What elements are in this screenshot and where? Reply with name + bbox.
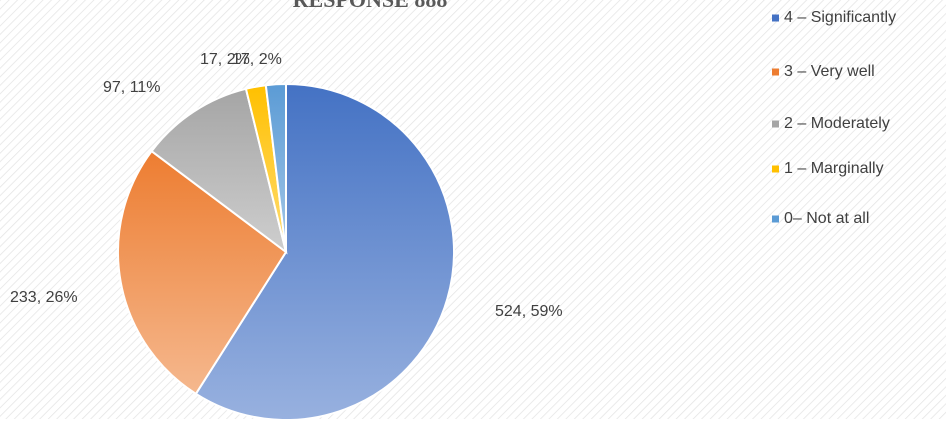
legend-swatch xyxy=(772,68,779,76)
data-label: 97, 11% xyxy=(103,79,161,96)
legend-swatch xyxy=(772,120,779,128)
legend-label: 4 – Significantly xyxy=(784,9,896,26)
data-label: 17, 2% xyxy=(232,51,282,68)
legend-swatch xyxy=(772,14,779,22)
data-label: 233, 26% xyxy=(10,289,78,306)
data-label: 524, 59% xyxy=(495,303,563,320)
legend-label: 0– Not at all xyxy=(784,210,869,227)
pie-slice xyxy=(150,87,288,255)
chart-title: RESPONSE 888 xyxy=(293,0,448,12)
legend-label: 2 – Moderately xyxy=(784,115,890,132)
pie-slice xyxy=(264,82,287,253)
legend-swatch xyxy=(772,165,779,173)
data-label: 17, 2% xyxy=(200,51,250,68)
legend-label: 3 – Very well xyxy=(784,63,875,80)
legend-swatch xyxy=(772,215,779,223)
legend-label: 1 – Marginally xyxy=(784,160,884,177)
pie-slice xyxy=(117,149,288,396)
